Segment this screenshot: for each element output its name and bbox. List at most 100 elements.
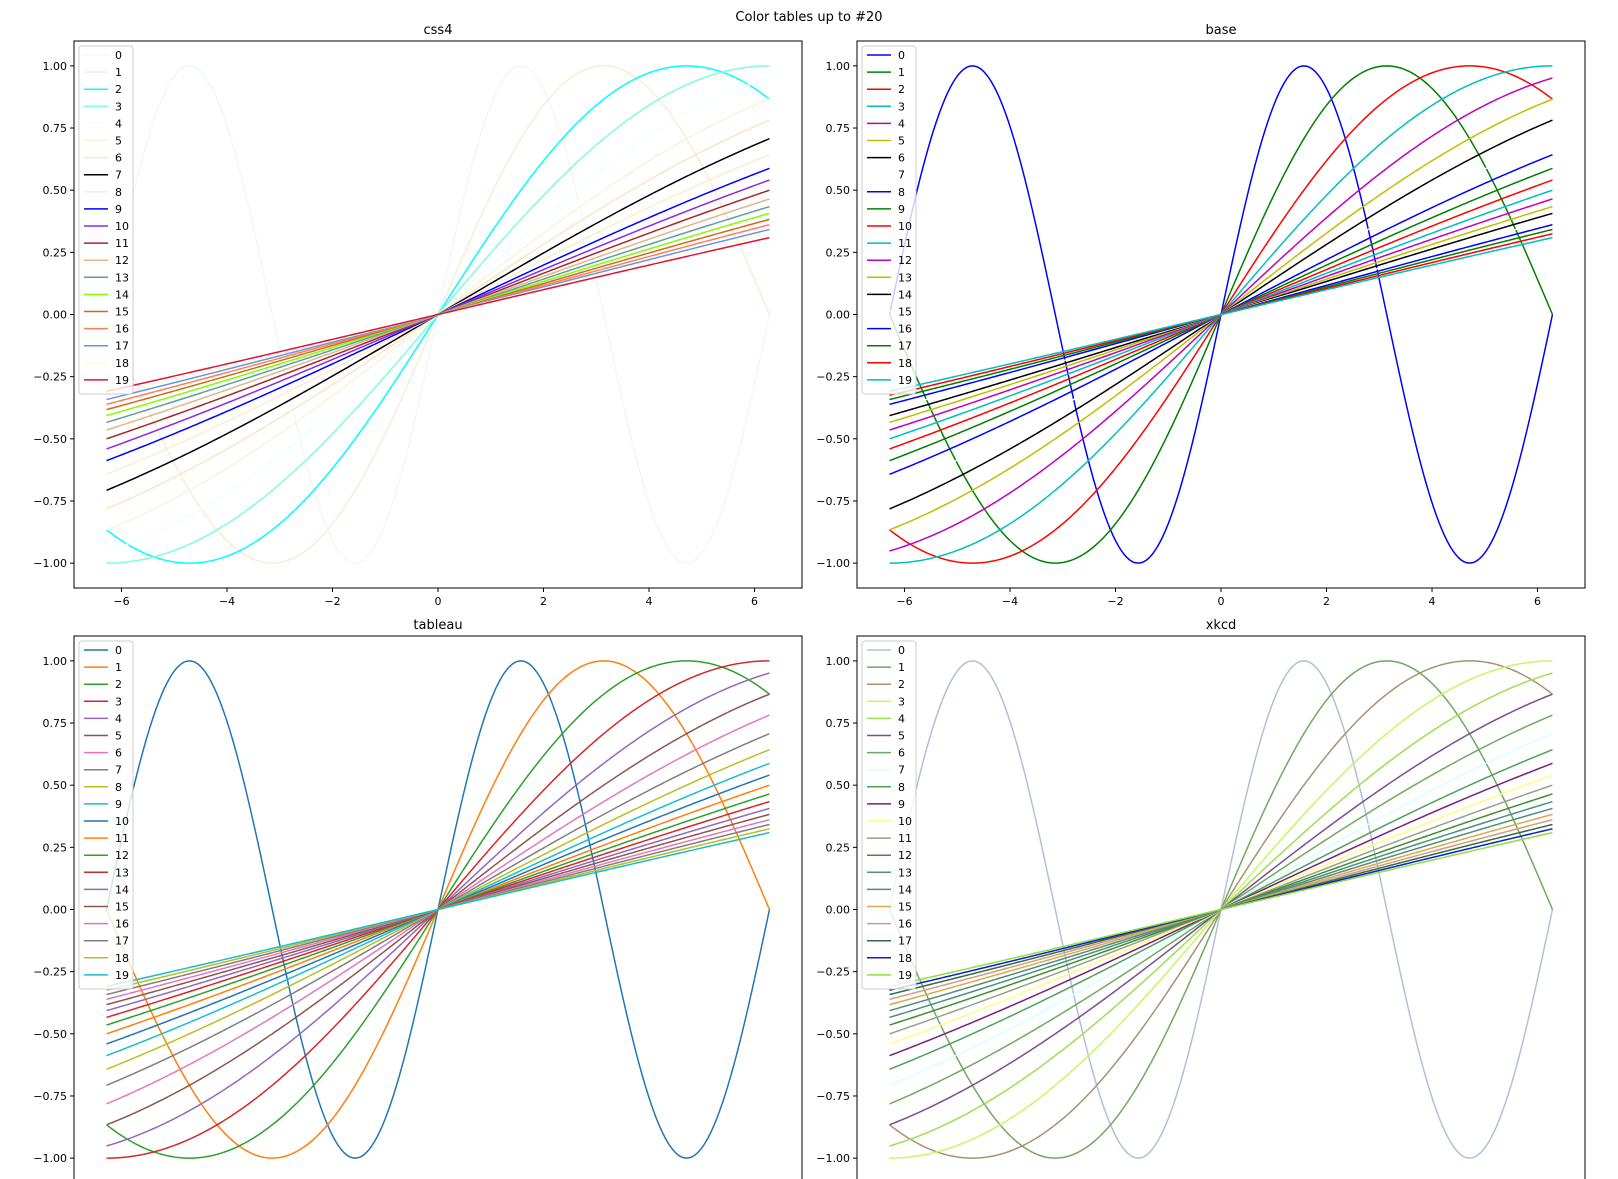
y-tick-label: −0.50 [816,433,850,446]
series-line-19 [889,831,1553,988]
x-tick-label: −2 [1107,595,1123,608]
x-tick-label: −6 [896,595,912,608]
y-tick-label: 0.00 [43,309,68,322]
series-line-19 [889,236,1553,393]
legend-box [861,640,917,990]
legend-label: 12 [898,254,912,267]
legend-label: 4 [898,117,905,130]
legend-label: 0 [115,644,122,657]
legend-label: 10 [898,815,912,828]
series-group [105,65,771,564]
series-line-19 [106,236,770,393]
y-tick-label: −0.25 [816,371,850,384]
legend-label: 2 [898,678,905,691]
legend-label: 4 [898,712,905,725]
legend-label: 5 [898,730,905,743]
y-tick-label: 0.75 [826,122,851,135]
series-group [888,660,1554,1159]
legend-label: 18 [115,952,129,965]
subplot-title: tableau [413,618,462,633]
legend-label: 13 [115,271,129,284]
x-tick-label: 6 [1534,595,1541,608]
y-tick-label: 0.50 [43,779,68,792]
legend-label: 9 [898,203,905,216]
legend-label: 3 [898,695,905,708]
legend-label: 0 [115,49,122,62]
legend-label: 12 [898,849,912,862]
legend-label: 6 [115,152,122,165]
legend-label: 11 [115,832,129,845]
legend-label: 6 [898,747,905,760]
legend-label: 15 [115,306,129,319]
y-tick-label: 0.75 [826,717,851,730]
y-tick-label: −1.00 [816,557,850,570]
y-tick-label: 0.50 [43,184,68,197]
y-tick-label: 0.25 [826,841,851,854]
legend-label: 7 [898,169,905,182]
legend-label: 8 [115,781,122,794]
x-tick-label: 4 [1429,595,1436,608]
legend-label: 16 [115,323,129,336]
x-tick-label: −6 [113,595,129,608]
legend-label: 19 [898,374,912,387]
y-tick-label: 0.00 [826,309,851,322]
legend-label: 14 [898,288,912,301]
legend-label: 1 [115,661,122,674]
y-tick-label: −1.00 [33,557,67,570]
series-group [888,65,1554,564]
legend-label: 14 [115,883,129,896]
x-tick-label: −2 [324,595,340,608]
y-tick-label: 1.00 [826,60,851,73]
y-tick-label: 1.00 [43,60,68,73]
legend-label: 15 [115,901,129,914]
legend-label: 14 [898,883,912,896]
y-tick-label: −0.50 [33,1028,67,1041]
legend-label: 16 [898,323,912,336]
legend-label: 11 [898,832,912,845]
series-group [105,660,771,1159]
legend-label: 10 [898,220,912,233]
y-tick-label: −0.25 [33,371,67,384]
legend-label: 14 [115,288,129,301]
legend-label: 1 [898,66,905,79]
legend-label: 17 [115,340,129,353]
legend-label: 1 [898,661,905,674]
x-tick-label: −4 [1002,595,1018,608]
x-tick-label: 4 [646,595,653,608]
legend-label: 18 [898,357,912,370]
y-tick-label: 0.25 [43,841,68,854]
legend-box [78,640,134,990]
y-tick-label: 1.00 [826,655,851,668]
legend-label: 17 [898,340,912,353]
legend-label: 18 [898,952,912,965]
legend-label: 13 [898,271,912,284]
legend-box [78,45,134,395]
legend-label: 7 [115,169,122,182]
legend-label: 7 [115,764,122,777]
legend-label: 5 [898,135,905,148]
legend-label: 4 [115,117,122,130]
legend-label: 17 [898,935,912,948]
legend-label: 15 [898,901,912,914]
legend-label: 11 [898,237,912,250]
y-tick-label: 0.50 [826,184,851,197]
legend-label: 5 [115,730,122,743]
y-tick-label: −1.00 [816,1152,850,1165]
legend-label: 1 [115,66,122,79]
legend-label: 16 [115,918,129,931]
x-tick-label: −4 [219,595,235,608]
legend-label: 11 [115,237,129,250]
y-tick-label: −0.50 [816,1028,850,1041]
legend-label: 8 [898,781,905,794]
legend-box [861,45,917,395]
x-tick-label: 0 [435,595,442,608]
y-tick-label: −0.25 [33,966,67,979]
legend-label: 0 [898,644,905,657]
legend-label: 3 [898,100,905,113]
y-tick-label: −0.50 [33,433,67,446]
legend-label: 19 [115,969,129,982]
y-tick-label: 0.00 [826,904,851,917]
